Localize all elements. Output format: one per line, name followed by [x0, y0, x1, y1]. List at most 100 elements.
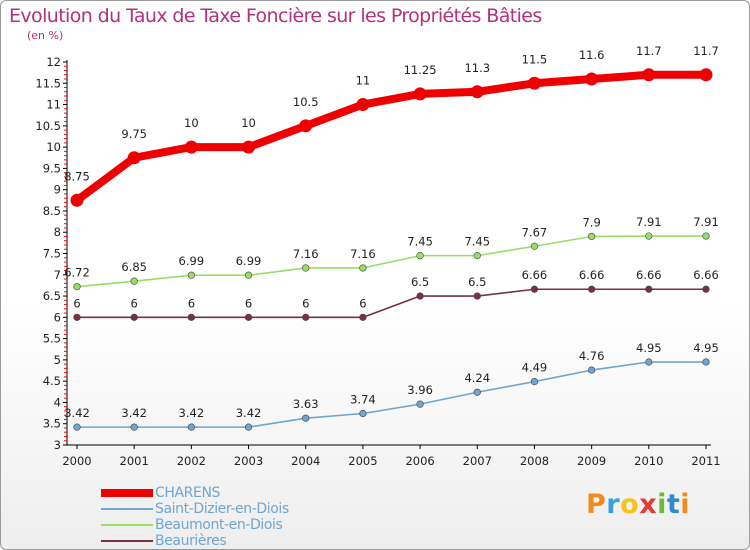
data-point — [645, 358, 653, 366]
data-label: 11.3 — [464, 61, 490, 75]
data-label: 3.42 — [64, 406, 90, 420]
x-tick-label: 2008 — [520, 454, 549, 468]
x-tick-label: 2007 — [463, 454, 492, 468]
y-tick-label: 6.5 — [43, 289, 61, 303]
data-label: 6.66 — [579, 268, 605, 282]
logo-letter: i — [680, 489, 691, 520]
data-point — [588, 285, 596, 293]
x-tick-label: 2004 — [291, 454, 320, 468]
data-label: 7.45 — [464, 235, 490, 249]
logo-letter: t — [666, 489, 681, 520]
legend-label-beaumont: Beaumont-en-Diois — [155, 517, 283, 533]
data-point — [473, 388, 481, 396]
data-label: 6.85 — [121, 260, 147, 274]
data-label: 6.66 — [636, 268, 662, 282]
y-tick-label: 8.5 — [43, 204, 61, 218]
logo-letter: x — [639, 489, 658, 520]
data-label: 4.95 — [636, 341, 662, 355]
data-point — [73, 313, 81, 321]
x-tick-label: 2002 — [177, 454, 206, 468]
data-label: 4.49 — [522, 361, 548, 375]
legend-label-charens: CHARENS — [155, 485, 221, 501]
data-point — [242, 140, 256, 154]
data-point — [187, 271, 195, 279]
data-point — [187, 313, 195, 321]
logo-letter: P — [586, 489, 607, 520]
y-tick-label: 3 — [54, 438, 61, 452]
y-tick-label: 10 — [46, 140, 61, 154]
y-tick-label: 4 — [54, 395, 61, 409]
data-label: 8.75 — [64, 169, 90, 183]
data-label: 7.16 — [350, 247, 376, 261]
data-label: 6.5 — [411, 275, 429, 289]
data-label: 6 — [131, 296, 138, 310]
y-tick-label: 9.5 — [43, 161, 61, 175]
data-point — [642, 68, 656, 82]
data-label: 7.9 — [582, 215, 600, 229]
y-tick-label: 4.5 — [43, 374, 61, 388]
data-point — [127, 151, 141, 165]
y-tick-label: 7.5 — [43, 247, 61, 261]
data-point — [699, 68, 713, 82]
y-tick-label: 11 — [46, 98, 61, 112]
x-tick-label: 2011 — [691, 454, 720, 468]
data-label: 11.7 — [636, 44, 662, 58]
data-point — [73, 283, 81, 291]
x-tick-label: 2006 — [405, 454, 434, 468]
data-point — [530, 242, 539, 250]
data-label: 11.7 — [693, 44, 719, 58]
y-tick-label: 12 — [46, 55, 61, 69]
data-point — [299, 119, 313, 133]
data-point — [244, 313, 253, 321]
data-label: 9.75 — [121, 127, 147, 141]
data-point — [187, 423, 195, 431]
data-point — [413, 87, 427, 101]
series-line-1 — [76, 361, 707, 428]
data-point — [359, 313, 367, 321]
proxiti-logo: Proxiti — [586, 489, 690, 520]
y-tick-label: 10.5 — [35, 119, 61, 133]
data-point — [473, 292, 481, 300]
series-line-3 — [76, 288, 707, 319]
data-label: 4.24 — [464, 371, 490, 385]
data-label: 3.63 — [293, 397, 319, 411]
data-point — [416, 292, 424, 300]
data-label: 3.42 — [236, 406, 262, 420]
x-tick-label: 2001 — [120, 454, 149, 468]
data-label: 6 — [73, 296, 80, 310]
data-label: 3.42 — [121, 406, 147, 420]
data-label: 7.67 — [522, 225, 548, 239]
data-point — [302, 264, 310, 272]
series-line-2 — [76, 235, 707, 288]
logo-letter: o — [620, 489, 640, 520]
data-label: 6 — [188, 296, 195, 310]
y-tick-label: 3.5 — [43, 417, 61, 431]
series-line-0 — [73, 70, 710, 205]
data-point — [645, 232, 653, 240]
y-tick-label: 11.5 — [35, 76, 61, 90]
data-point — [416, 400, 424, 408]
data-label: 6 — [302, 296, 309, 310]
data-point — [702, 358, 710, 366]
data-point — [530, 285, 539, 293]
data-label: 11.6 — [579, 48, 605, 62]
data-point — [356, 98, 370, 112]
y-tick-label: 7 — [54, 268, 61, 282]
data-label: 6.99 — [236, 254, 262, 268]
data-label: 10.5 — [293, 95, 319, 109]
chart-subtitle: (en %) — [27, 29, 64, 42]
data-point — [416, 252, 424, 260]
y-tick-label: 8 — [54, 225, 61, 239]
data-label: 4.95 — [693, 341, 719, 355]
data-point — [130, 277, 138, 285]
data-label: 7.91 — [693, 215, 719, 229]
data-point — [473, 252, 481, 260]
x-tick-label: 2005 — [348, 454, 377, 468]
x-tick-label: 2000 — [62, 454, 91, 468]
data-label: 11.25 — [404, 63, 437, 77]
data-point — [184, 140, 198, 154]
x-tick-label: 2003 — [234, 454, 263, 468]
data-label: 7.45 — [407, 235, 433, 249]
data-label: 10 — [241, 116, 256, 130]
